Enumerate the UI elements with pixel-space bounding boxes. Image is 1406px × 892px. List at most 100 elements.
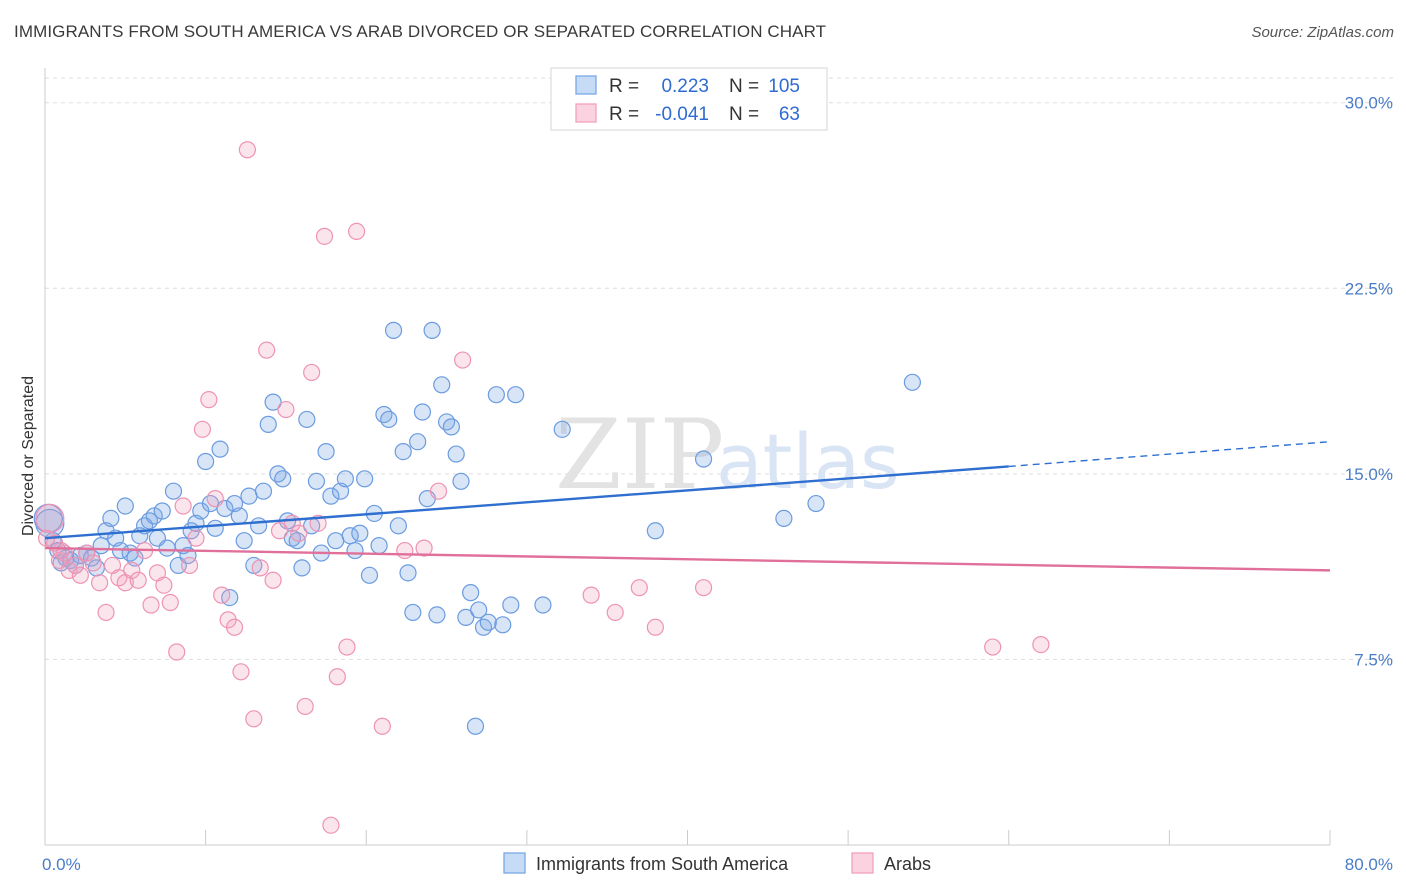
point-immigrants-89 xyxy=(466,717,485,735)
point-arabs-25 xyxy=(193,420,212,438)
point-arabs-55 xyxy=(606,603,624,622)
point-arabs-46 xyxy=(328,668,346,686)
trend-line-immigrants xyxy=(44,465,1009,540)
point-arabs-42 xyxy=(303,363,321,382)
point-immigrants-65 xyxy=(351,524,369,542)
watermark-atlas: atlas xyxy=(716,417,900,506)
point-arabs-28 xyxy=(213,586,231,604)
legend-r-value-1: -0.041 xyxy=(655,104,709,125)
legend-n-value-1: 63 xyxy=(779,104,800,125)
trend-line-immigrants-extension xyxy=(1008,441,1331,468)
point-immigrants-86 xyxy=(452,472,470,490)
point-arabs-57 xyxy=(646,618,664,636)
x-tick-label-0: 0.0% xyxy=(42,855,81,874)
legend-r-label-0: R = xyxy=(609,76,639,97)
point-arabs-14 xyxy=(123,561,141,579)
point-immigrants-42 xyxy=(240,487,258,505)
point-arabs-52 xyxy=(429,482,448,500)
chart-title: IMMIGRANTS FROM SOUTH AMERICA VS ARAB DI… xyxy=(14,22,827,41)
point-immigrants-101 xyxy=(775,509,793,528)
point-arabs-22 xyxy=(174,497,192,515)
point-immigrants-16 xyxy=(116,497,134,515)
point-immigrants-85 xyxy=(447,445,465,463)
point-immigrants-45 xyxy=(254,482,273,500)
point-immigrants-87 xyxy=(457,608,475,626)
point-arabs-37 xyxy=(270,522,289,540)
point-immigrants-78 xyxy=(413,403,432,421)
stats-legend-box xyxy=(550,67,828,131)
y-tick-label-0: 7.5% xyxy=(1354,650,1393,669)
point-immigrants-81 xyxy=(428,606,446,624)
point-arabs-59 xyxy=(984,638,1002,656)
point-arabs-32 xyxy=(238,141,256,159)
point-immigrants-53 xyxy=(293,559,311,577)
legend-swatch-blue xyxy=(575,75,597,95)
point-immigrants-77 xyxy=(409,433,427,451)
point-arabs-19 xyxy=(155,576,173,594)
point-immigrants-88 xyxy=(462,584,480,602)
point-immigrants-46 xyxy=(259,415,277,433)
series-legend-swatch-arabs xyxy=(851,852,874,874)
x-tick-labels: 0.0% 80.0% xyxy=(42,855,1393,874)
series-legend: Immigrants from South America Arabs xyxy=(503,852,931,874)
point-immigrants-40 xyxy=(230,507,248,525)
point-immigrants-60 xyxy=(327,532,345,550)
point-immigrants-83 xyxy=(437,413,456,431)
point-immigrants-84 xyxy=(442,418,460,436)
point-arabs-35 xyxy=(258,341,276,359)
point-arabs-31 xyxy=(232,663,250,681)
y-tick-label-2: 22.5% xyxy=(1345,279,1393,298)
point-immigrants-56 xyxy=(307,472,326,490)
point-arabs-44 xyxy=(315,227,334,245)
legend-r-value-0: 0.223 xyxy=(661,76,709,97)
trend-lines xyxy=(44,441,1331,572)
point-immigrants-74 xyxy=(394,443,412,461)
point-arabs-5 xyxy=(66,556,85,575)
point-arabs-62 xyxy=(52,541,70,560)
y-tick-label-1: 15.0% xyxy=(1345,465,1393,484)
point-arabs-30 xyxy=(225,618,244,636)
point-immigrants-11 xyxy=(92,537,110,555)
point-immigrants-67 xyxy=(360,566,379,584)
point-arabs-17 xyxy=(142,596,160,614)
point-immigrants-41 xyxy=(235,532,253,550)
series-immigrants-points xyxy=(33,321,921,735)
legend-n-label-0: N = xyxy=(729,76,759,97)
point-arabs-54 xyxy=(582,586,600,604)
x-tick-label-1: 80.0% xyxy=(1345,855,1393,874)
series-legend-label-arabs: Arabs xyxy=(884,854,931,874)
point-immigrants-71 xyxy=(380,410,398,429)
point-immigrants-48 xyxy=(269,465,287,483)
point-immigrants-36 xyxy=(211,440,229,458)
point-immigrants-102 xyxy=(807,494,825,513)
point-immigrants-80 xyxy=(423,321,441,339)
point-arabs-51 xyxy=(415,539,433,557)
point-arabs-41 xyxy=(296,697,314,716)
trend-line-arabs xyxy=(44,546,1331,572)
point-immigrants-54 xyxy=(298,410,316,429)
point-immigrants-82 xyxy=(433,376,451,394)
point-arabs-6 xyxy=(71,566,89,584)
point-arabs-15 xyxy=(129,571,147,589)
point-immigrants-100 xyxy=(694,450,713,468)
point-immigrants-64 xyxy=(346,541,364,560)
point-immigrants-70 xyxy=(375,405,393,424)
point-arabs-36 xyxy=(264,571,282,589)
point-immigrants-69 xyxy=(370,537,388,555)
point-immigrants-21 xyxy=(140,512,159,530)
point-immigrants-92 xyxy=(479,613,497,631)
point-arabs-27 xyxy=(206,490,224,508)
point-immigrants-59 xyxy=(322,487,340,505)
point-immigrants-99 xyxy=(646,522,664,540)
point-immigrants-98 xyxy=(553,420,571,438)
point-arabs-0 xyxy=(35,503,65,534)
point-arabs-48 xyxy=(348,222,366,240)
legend-n-value-0: 105 xyxy=(768,76,800,97)
series-legend-swatch-immigrants xyxy=(503,852,526,874)
point-arabs-58 xyxy=(694,579,713,597)
point-immigrants-62 xyxy=(336,470,354,488)
point-immigrants-44 xyxy=(250,517,268,535)
point-immigrants-47 xyxy=(264,393,282,411)
y-tick-label-3: 30.0% xyxy=(1345,94,1393,113)
point-arabs-8 xyxy=(84,554,102,572)
